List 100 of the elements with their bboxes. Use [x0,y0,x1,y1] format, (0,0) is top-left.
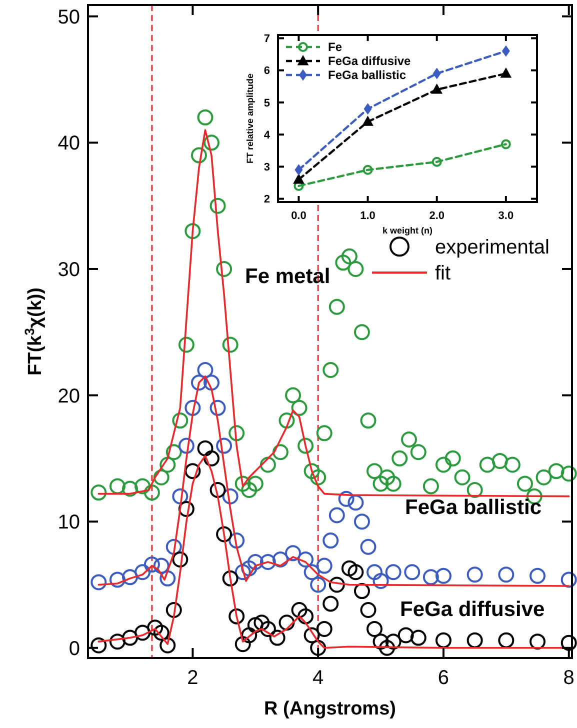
point [210,400,226,416]
point [328,507,345,524]
point [479,456,496,473]
point [278,614,295,631]
point [147,620,164,636]
point [247,617,264,634]
point [498,632,514,648]
point [122,480,138,497]
y-tick-label: 20 [58,385,80,408]
point [228,532,245,549]
point [90,484,107,501]
point [422,569,439,586]
point [354,583,370,600]
point [454,469,470,486]
point [304,564,320,580]
point [498,566,514,583]
point [560,572,577,588]
point [109,572,126,588]
point [294,164,303,175]
point [228,608,245,624]
point [310,469,326,486]
point [348,260,364,277]
point [278,412,295,429]
point [197,362,214,378]
point [516,476,533,492]
point [385,476,402,492]
point [466,482,483,498]
point [372,634,389,650]
point [385,634,402,650]
point [285,545,302,562]
point [560,466,577,482]
point [362,116,373,126]
point [216,526,232,542]
annotation: FeGa ballistic [405,496,542,519]
point [435,568,452,584]
point [247,476,264,492]
point [338,490,354,507]
point [466,566,483,583]
point [247,554,264,570]
point [122,569,138,586]
point [285,387,302,404]
y-tick-label: 50 [58,6,80,28]
point [190,147,207,164]
x-axis-title: k weight (n) [382,225,432,236]
point [360,538,376,555]
legend-label: Fe [328,40,342,54]
point [294,174,304,184]
point [316,620,332,637]
point [197,109,214,126]
point [160,637,176,654]
point [366,564,383,580]
point [160,570,176,586]
point [354,514,370,530]
point [322,362,339,378]
point [422,478,439,494]
point [304,627,320,644]
point [335,254,352,271]
point [291,602,308,618]
point [222,488,238,504]
point [392,450,408,466]
point [310,576,326,593]
point [172,412,188,429]
point [298,438,314,454]
point [90,574,107,590]
point [354,324,370,340]
point [366,463,383,480]
point [254,614,270,631]
x-tick-label: 8 [563,667,574,689]
point [433,68,441,79]
point [144,484,160,501]
point [372,572,389,589]
x-tick-label: 6 [438,667,450,689]
point [172,488,188,504]
point [172,551,188,568]
point [260,456,276,473]
point [184,463,201,480]
point [298,608,314,624]
point [166,602,182,618]
point [153,469,170,486]
point [366,620,383,637]
point [134,478,151,494]
point [398,627,414,644]
y-tick-label: 4 [264,129,271,142]
point [109,634,126,650]
point [134,624,151,641]
point [364,104,372,114]
point [360,602,376,618]
point [166,444,182,460]
point [304,463,320,480]
x-tick-label: 2.0 [429,210,444,222]
point [160,456,176,473]
point [144,556,160,573]
point [210,482,226,498]
y-tick-label: 0 [68,638,80,660]
point [298,551,314,568]
point [322,596,339,612]
point [178,336,194,353]
point [348,494,364,511]
y-tick-label: 10 [58,512,80,534]
point [216,260,232,277]
